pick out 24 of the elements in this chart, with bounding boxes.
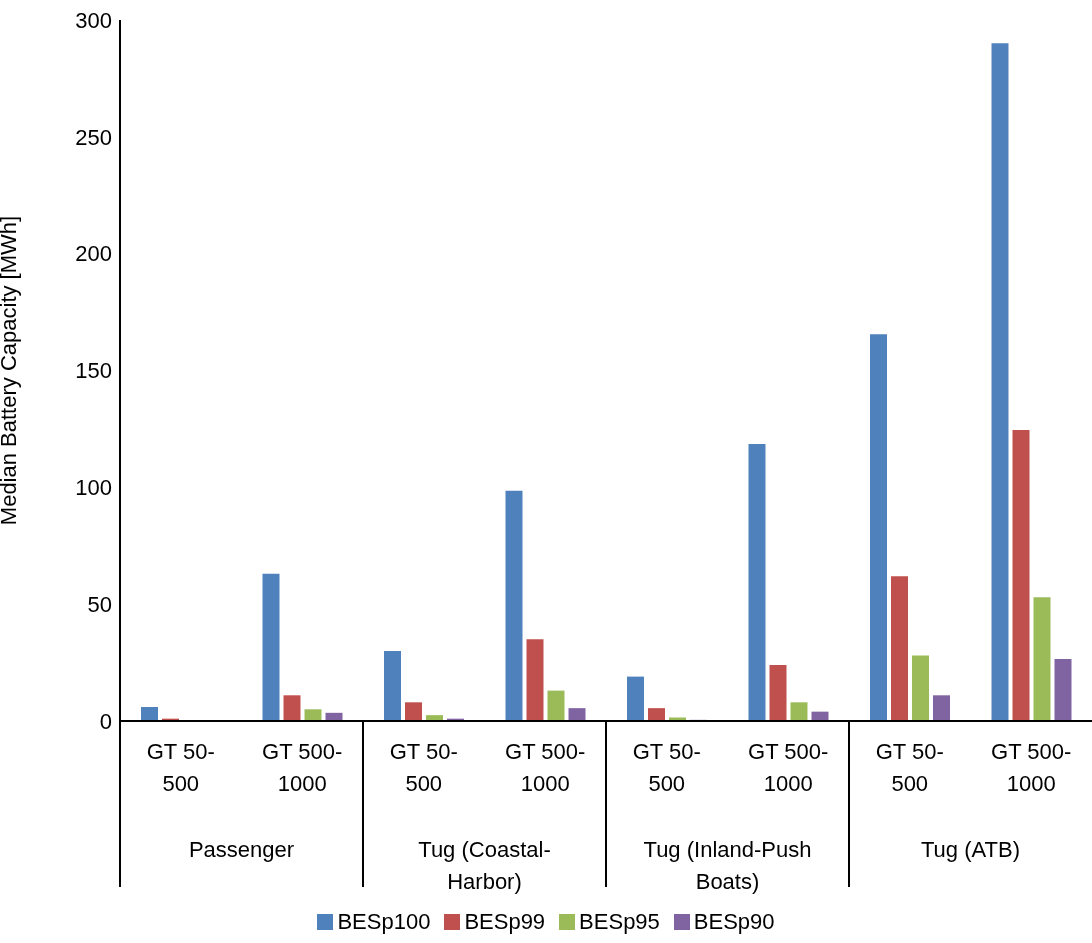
- y-axis-title: Median Battery Capacity [MWh]: [0, 215, 21, 526]
- text: Tug (ATB): [920, 837, 1021, 862]
- y-tick-label: 0: [99, 708, 112, 734]
- x-tick-label: GT 500-1000: [748, 739, 829, 796]
- x-tick-label: GT 500-1000: [991, 739, 1072, 796]
- y-tick-label: 50: [87, 591, 112, 617]
- x-tick-label: GT 50-500: [389, 739, 458, 796]
- text: Tug (Coastal-Harbor): [418, 837, 551, 894]
- x-tick-label: GT 50-500: [875, 739, 944, 796]
- y-tick-label: 150: [75, 358, 112, 384]
- legend-label: BESp99: [464, 909, 546, 935]
- legend-label: BESp95: [579, 909, 660, 935]
- y-tick-label: 200: [75, 241, 112, 267]
- y-tick-label: 250: [75, 124, 112, 150]
- x-tick-label: GT 500-1000: [262, 739, 343, 796]
- y-tick-label: 100: [75, 475, 112, 501]
- text: Tug (Inland-Push Boats): [643, 837, 812, 894]
- text: Passenger: [188, 837, 295, 862]
- y-tick-label: 300: [75, 7, 112, 33]
- x-tick-label: GT 500-1000: [505, 739, 586, 796]
- legend-label: BESp90: [693, 909, 775, 935]
- legend-label: BESp100: [337, 909, 431, 935]
- x-tick-label: GT 50-500: [146, 739, 215, 796]
- x-tick-label: GT 50-500: [632, 739, 701, 796]
